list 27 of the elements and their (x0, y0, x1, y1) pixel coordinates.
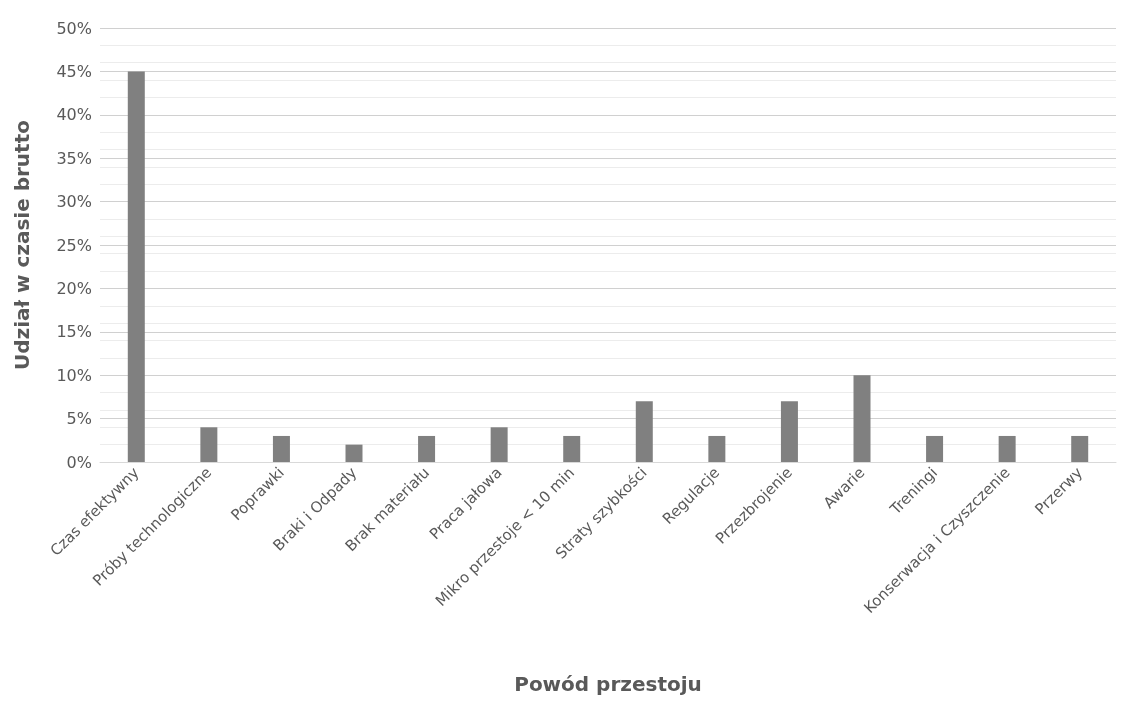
bar (272, 435, 290, 462)
y-tick-label: 15% (56, 322, 92, 342)
bar (1071, 435, 1089, 462)
bar (345, 444, 363, 462)
bar (853, 375, 871, 462)
bar (563, 435, 581, 462)
y-tick-label: 35% (56, 148, 92, 168)
y-tick-label: 0% (66, 452, 92, 472)
y-tick-label: 30% (56, 192, 92, 212)
bar (418, 435, 436, 462)
bar (708, 435, 726, 462)
y-axis-title: Udział w czasie brutto (10, 120, 34, 370)
y-tick-label: 25% (56, 235, 92, 255)
y-tick-label: 20% (56, 278, 92, 298)
y-tick-label: 40% (56, 105, 92, 125)
y-tick-label: 5% (66, 409, 92, 429)
bar (926, 435, 944, 462)
y-tick-label: 10% (56, 365, 92, 385)
bar (635, 401, 653, 462)
bar (200, 427, 218, 462)
bar (490, 427, 508, 462)
bar (780, 401, 798, 462)
bar (998, 435, 1016, 462)
x-axis-title: Powód przestoju (514, 672, 702, 696)
y-tick-label: 50% (56, 18, 92, 38)
y-tick-label: 45% (56, 61, 92, 81)
bar (127, 71, 145, 462)
